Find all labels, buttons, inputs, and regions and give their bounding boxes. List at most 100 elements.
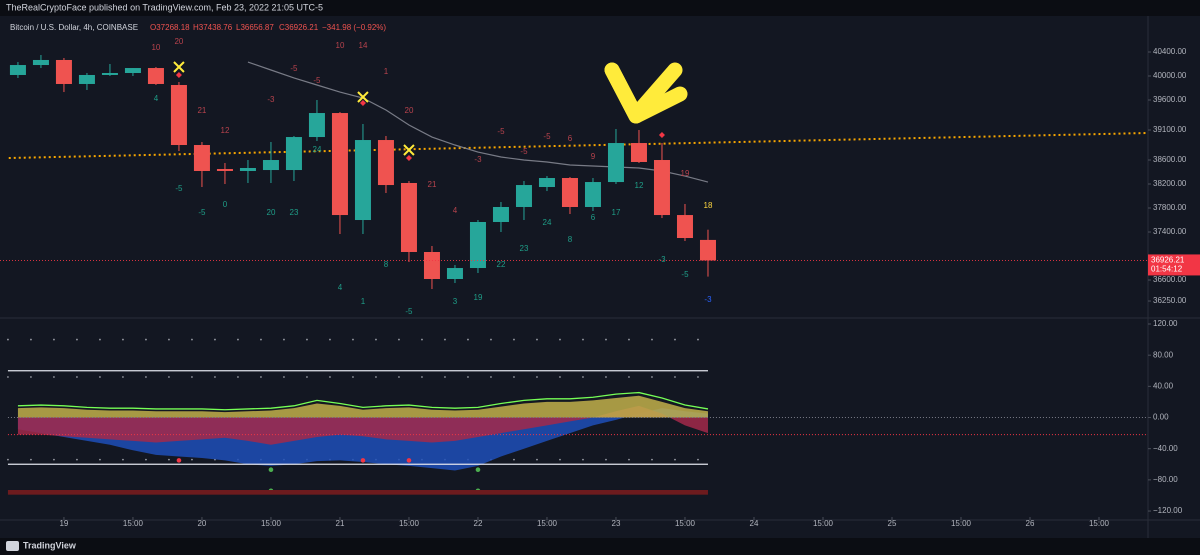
level-dot bbox=[53, 458, 55, 461]
logo: TradingView bbox=[23, 540, 77, 550]
annotation: 20 bbox=[267, 208, 276, 217]
annotation: -5 bbox=[175, 184, 183, 193]
level-dot bbox=[145, 458, 147, 461]
signal-dot bbox=[176, 458, 182, 463]
level-dot bbox=[352, 338, 354, 341]
y2-tick-label: 120.00 bbox=[1153, 319, 1178, 328]
annotation: -5 bbox=[543, 132, 551, 141]
quote-low: L36656.87 bbox=[236, 23, 274, 32]
level-dot bbox=[122, 338, 124, 341]
level-dot bbox=[30, 376, 32, 378]
level-dot bbox=[421, 338, 423, 341]
annotation: 19 bbox=[681, 169, 690, 178]
level-dot bbox=[536, 338, 538, 341]
y2-tick-label: 0.00 bbox=[1153, 413, 1169, 422]
level-dot bbox=[76, 338, 78, 341]
level-dot bbox=[467, 338, 469, 341]
x-tick-label: 15:00 bbox=[813, 519, 834, 528]
annotation: 8 bbox=[384, 260, 389, 269]
level-dot bbox=[191, 458, 193, 461]
level-dot bbox=[536, 376, 538, 378]
level-dot bbox=[536, 458, 538, 461]
level-dot bbox=[398, 338, 400, 341]
candle-body bbox=[377, 140, 394, 186]
annotation: 4 bbox=[338, 283, 343, 292]
x-marker bbox=[173, 61, 185, 73]
signal-dot bbox=[406, 458, 412, 463]
annotation: 17 bbox=[612, 208, 621, 217]
level-dot bbox=[53, 376, 55, 378]
candle-body bbox=[492, 206, 509, 222]
level-dot bbox=[306, 376, 308, 378]
x-tick-label: 15:00 bbox=[537, 519, 558, 528]
level-dot bbox=[398, 376, 400, 378]
level-dot bbox=[306, 338, 308, 341]
level-dot bbox=[283, 376, 285, 378]
level-dot bbox=[559, 458, 561, 461]
indicator-line bbox=[17, 391, 709, 411]
annotation: 23 bbox=[290, 208, 299, 217]
candle-body bbox=[193, 145, 210, 171]
annotation: 1 bbox=[361, 297, 366, 306]
level-dot bbox=[260, 376, 262, 378]
level-dot bbox=[697, 376, 699, 378]
annotation: 20 bbox=[405, 106, 414, 115]
annotation: 21 bbox=[428, 180, 437, 189]
x-marker bbox=[403, 144, 415, 156]
level-dot bbox=[99, 338, 101, 341]
annotation: -5 bbox=[405, 307, 413, 316]
diamond-marker bbox=[658, 131, 665, 138]
annotation: 4 bbox=[453, 206, 458, 215]
signal-dot bbox=[475, 467, 481, 473]
annotation: 21 bbox=[197, 106, 206, 115]
x-tick-label: 25 bbox=[888, 519, 897, 528]
annotation: -3 bbox=[704, 295, 712, 304]
candle-body bbox=[55, 59, 72, 84]
x-tick-label: 15:00 bbox=[951, 519, 972, 528]
annotation: 10 bbox=[151, 43, 160, 52]
level-dot bbox=[7, 458, 9, 461]
level-dot bbox=[30, 338, 32, 341]
x-tick-label: 22 bbox=[474, 519, 483, 528]
level-dot bbox=[559, 338, 561, 341]
candle-body bbox=[32, 59, 49, 66]
level-dot bbox=[329, 376, 331, 378]
level-dot bbox=[513, 338, 515, 341]
x-tick-label: 20 bbox=[197, 519, 206, 528]
signal-band bbox=[7, 489, 708, 495]
candle-body bbox=[308, 113, 325, 138]
moving-average bbox=[247, 61, 709, 183]
level-dot bbox=[375, 376, 377, 378]
annotation: -5 bbox=[198, 208, 206, 217]
candle-body bbox=[216, 169, 233, 171]
level-dot bbox=[191, 338, 193, 341]
y2-tick-label: −120.00 bbox=[1153, 506, 1183, 515]
level-dot bbox=[582, 458, 584, 461]
candle-body bbox=[262, 160, 279, 171]
y2-tick-label: 40.00 bbox=[1153, 381, 1174, 390]
level-dot bbox=[214, 338, 216, 341]
level-dot bbox=[352, 376, 354, 378]
x-tick-label: 15:00 bbox=[261, 519, 282, 528]
x-tick-label: 15:00 bbox=[1089, 519, 1110, 528]
level-dot bbox=[237, 376, 239, 378]
level-dot bbox=[605, 376, 607, 378]
candle-body bbox=[9, 65, 26, 75]
candle-body bbox=[101, 73, 118, 75]
candle-body bbox=[676, 215, 693, 239]
level-dot bbox=[122, 458, 124, 461]
indicator-area bbox=[17, 395, 708, 418]
price-tag-countdown: 01:54:12 bbox=[1151, 265, 1183, 274]
level-dot bbox=[30, 458, 32, 461]
annotation: -5 bbox=[497, 127, 505, 136]
diamond-marker bbox=[359, 100, 366, 107]
candle-body bbox=[446, 268, 463, 279]
x-tick-label: 15:00 bbox=[123, 519, 144, 528]
level-dot bbox=[7, 338, 9, 341]
y-tick-label: 39600.00 bbox=[1153, 95, 1187, 104]
level-dot bbox=[697, 458, 699, 461]
indicator-area bbox=[17, 405, 708, 445]
candle-body bbox=[285, 137, 302, 171]
